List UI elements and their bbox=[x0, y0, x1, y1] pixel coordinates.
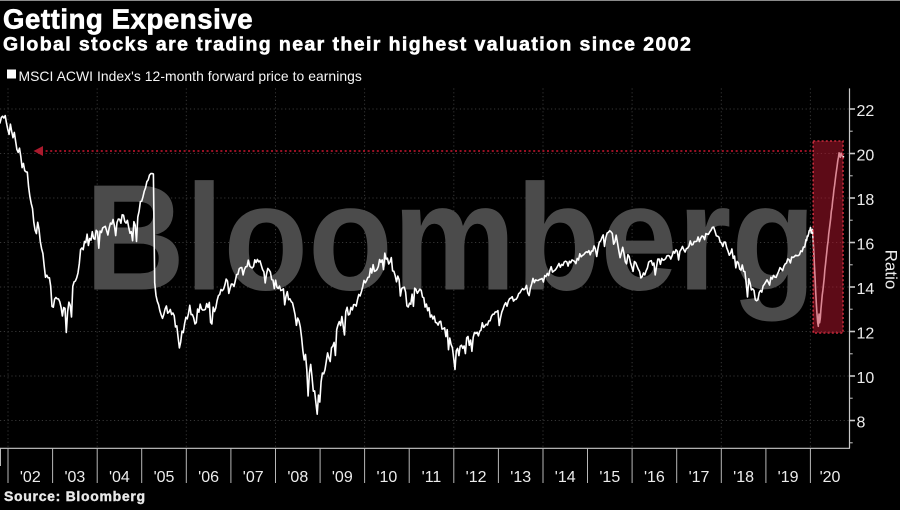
svg-text:'05: '05 bbox=[154, 469, 175, 486]
svg-text:MSCI ACWI Index's 12-month for: MSCI ACWI Index's 12-month forward price… bbox=[19, 68, 362, 84]
svg-text:'20: '20 bbox=[820, 469, 841, 486]
svg-text:'19: '19 bbox=[778, 469, 799, 486]
svg-text:Global stocks are trading near: Global stocks are trading near their hig… bbox=[3, 34, 692, 56]
svg-text:10: 10 bbox=[857, 370, 875, 387]
svg-text:'15: '15 bbox=[599, 469, 620, 486]
svg-text:'02: '02 bbox=[20, 469, 41, 486]
svg-text:'07: '07 bbox=[243, 469, 264, 486]
svg-text:'16: '16 bbox=[644, 469, 665, 486]
svg-text:'08: '08 bbox=[287, 469, 308, 486]
svg-text:Bloomberg: Bloomberg bbox=[85, 153, 816, 322]
svg-text:16: 16 bbox=[857, 237, 875, 254]
svg-text:'17: '17 bbox=[689, 469, 710, 486]
svg-text:'12: '12 bbox=[466, 469, 487, 486]
svg-text:8: 8 bbox=[857, 415, 866, 432]
svg-text:Getting Expensive: Getting Expensive bbox=[3, 4, 253, 35]
svg-text:Ratio: Ratio bbox=[882, 250, 900, 290]
svg-text:20: 20 bbox=[857, 148, 875, 165]
svg-text:'04: '04 bbox=[109, 469, 130, 486]
svg-text:'13: '13 bbox=[510, 469, 531, 486]
svg-text:'03: '03 bbox=[64, 469, 85, 486]
svg-text:18: 18 bbox=[857, 192, 875, 209]
svg-text:'06: '06 bbox=[198, 469, 219, 486]
svg-text:'18: '18 bbox=[733, 469, 754, 486]
svg-text:12: 12 bbox=[857, 326, 875, 343]
svg-text:22: 22 bbox=[857, 103, 875, 120]
svg-text:'11: '11 bbox=[422, 469, 442, 486]
svg-text:'14: '14 bbox=[555, 469, 576, 486]
svg-text:Source: Bloomberg: Source: Bloomberg bbox=[4, 488, 146, 504]
svg-text:14: 14 bbox=[857, 281, 875, 298]
svg-text:'09: '09 bbox=[332, 469, 353, 486]
svg-text:'10: '10 bbox=[376, 469, 397, 486]
